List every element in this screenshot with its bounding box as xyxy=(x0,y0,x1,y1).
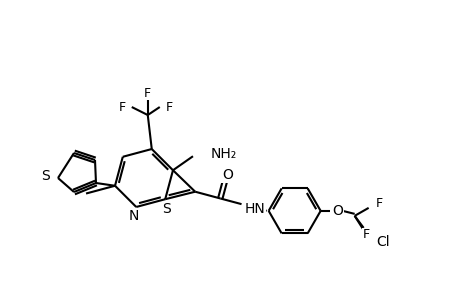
Text: N: N xyxy=(129,209,139,223)
Text: S: S xyxy=(41,169,50,183)
Text: O: O xyxy=(221,168,232,182)
Text: NH₂: NH₂ xyxy=(211,147,237,161)
Text: O: O xyxy=(331,204,342,218)
Text: F: F xyxy=(118,100,125,113)
Text: F: F xyxy=(362,228,369,242)
Text: F: F xyxy=(165,100,173,113)
Text: HN: HN xyxy=(244,202,265,216)
Text: S: S xyxy=(162,202,170,216)
Text: F: F xyxy=(144,86,151,100)
Text: Cl: Cl xyxy=(376,235,389,249)
Text: F: F xyxy=(375,197,382,210)
